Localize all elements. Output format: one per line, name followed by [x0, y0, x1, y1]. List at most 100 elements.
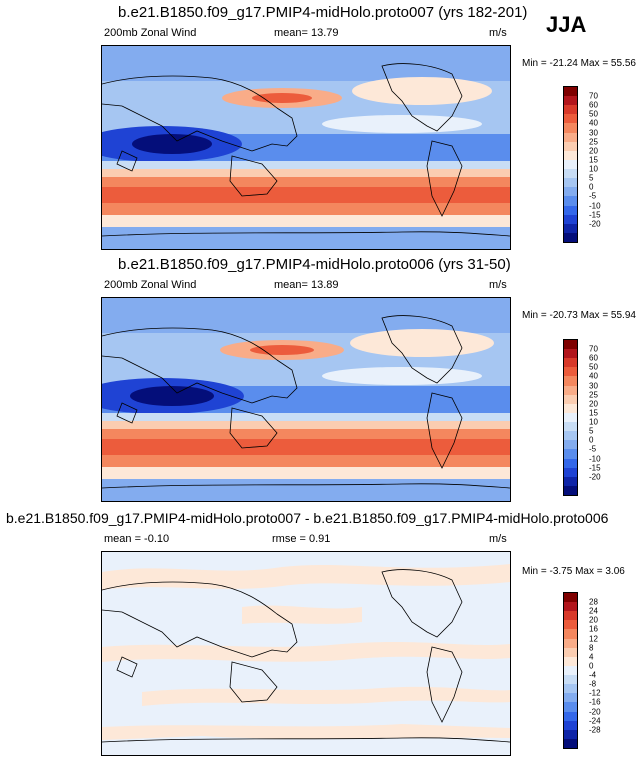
colorbar-cell	[564, 611, 577, 621]
panel-1-map	[101, 45, 511, 250]
colorbar-tick-label: 0	[589, 435, 594, 445]
colorbar-cell	[564, 711, 577, 722]
colorbar-cell	[564, 232, 577, 243]
colorbar-cell	[564, 647, 577, 658]
colorbar-cell	[564, 178, 577, 188]
colorbar-tick-label: -5	[589, 444, 597, 454]
colorbar-cell	[564, 665, 577, 676]
colorbar-tick-label: -10	[589, 201, 601, 211]
colorbar-cell	[564, 729, 577, 740]
colorbar-tick-label: 70	[589, 344, 598, 354]
colorbar-cell	[564, 485, 577, 496]
colorbar-cell	[564, 367, 577, 377]
panel-2-units-label: m/s	[489, 279, 507, 291]
colorbar-cell	[564, 629, 577, 640]
panel-1-units-label: m/s	[489, 27, 507, 39]
colorbar-cell	[564, 440, 577, 450]
colorbar-tick-label: 12	[589, 634, 598, 644]
colorbar-tick-label: 0	[589, 182, 594, 192]
colorbar-cell	[564, 620, 577, 630]
colorbar-tick-label: -12	[589, 688, 601, 698]
colorbar-cell	[564, 114, 577, 124]
colorbar-cell	[564, 720, 577, 731]
colorbar-cell	[564, 738, 577, 749]
panel-2-map-svg	[102, 298, 510, 501]
colorbar-tick-label: 15	[589, 155, 598, 165]
colorbar-cell	[564, 205, 577, 216]
colorbar-cell	[564, 196, 577, 207]
colorbar-cell	[564, 467, 577, 478]
colorbar-cell	[564, 675, 577, 685]
colorbar-cell	[564, 403, 577, 414]
colorbar-cell	[564, 150, 577, 161]
colorbar-cell	[564, 376, 577, 387]
season-label: JJA	[546, 12, 587, 37]
colorbar-tick-label: 30	[589, 128, 598, 138]
colorbar-cell	[564, 684, 577, 694]
colorbar-tick-label: 40	[589, 371, 598, 381]
colorbar-tick-label: -28	[589, 725, 601, 735]
colorbar-tick-label: 10	[589, 164, 598, 174]
colorbar-cell	[564, 223, 577, 234]
colorbar-tick-label: 20	[589, 146, 598, 156]
colorbar-cell	[564, 656, 577, 667]
colorbar-tick-label: -20	[589, 219, 601, 229]
colorbar-cell	[564, 87, 577, 97]
colorbar-tick-label: -4	[589, 670, 597, 680]
colorbar-tick-label: -15	[589, 210, 601, 220]
colorbar-tick-label: 0	[589, 661, 594, 671]
colorbar-tick-label: 50	[589, 362, 598, 372]
colorbar-tick-label: 4	[589, 652, 594, 662]
colorbar-cell	[564, 96, 577, 106]
colorbar-cell	[564, 141, 577, 152]
colorbar-cell	[564, 412, 577, 423]
colorbar-tick-label: 5	[589, 426, 594, 436]
colorbar-tick-label: -8	[589, 679, 597, 689]
colorbar-tick-label: 24	[589, 606, 598, 616]
colorbar-cell	[564, 340, 577, 350]
colorbar-cell	[564, 702, 577, 713]
colorbar-tick-label: -20	[589, 472, 601, 482]
colorbar-cell	[564, 593, 577, 603]
panel-2-map	[101, 297, 511, 502]
panel-2-colorbar	[563, 339, 578, 496]
colorbar-cell	[564, 431, 577, 441]
colorbar-tick-label: 10	[589, 417, 598, 427]
colorbar-cell	[564, 358, 577, 368]
panel-3-map	[101, 551, 511, 756]
colorbar-tick-label: -24	[589, 716, 601, 726]
colorbar-tick-label: 60	[589, 100, 598, 110]
colorbar-cell	[564, 132, 577, 143]
colorbar-tick-label: 8	[589, 643, 594, 653]
colorbar-tick-label: 20	[589, 615, 598, 625]
colorbar-cell	[564, 638, 577, 649]
colorbar-cell	[564, 422, 577, 432]
colorbar-tick-label: 25	[589, 137, 598, 147]
panel-3-units-label: m/s	[489, 533, 507, 545]
panel-1-title: b.e21.B1850.f09_g17.PMIP4-midHolo.proto0…	[118, 4, 528, 21]
colorbar-cell	[564, 159, 577, 170]
panel-3-range-label: Min = -3.75 Max = 3.06	[522, 566, 625, 577]
panel-1-map-svg	[102, 46, 510, 249]
colorbar-cell	[564, 349, 577, 359]
colorbar-cell	[564, 187, 577, 197]
colorbar-tick-label: -5	[589, 191, 597, 201]
colorbar-tick-label: -16	[589, 697, 601, 707]
colorbar-tick-label: -15	[589, 463, 601, 473]
colorbar-cell	[564, 602, 577, 612]
panel-3-rmse-label: rmse = 0.91	[272, 533, 331, 545]
colorbar-tick-label: 16	[589, 624, 598, 634]
panel-1-mean-label: mean= 13.79	[274, 27, 339, 39]
panel-3-map-svg	[102, 552, 510, 755]
colorbar-tick-label: -10	[589, 454, 601, 464]
colorbar-tick-label: 60	[589, 353, 598, 363]
colorbar-cell	[564, 169, 577, 179]
panel-1-range-label: Min = -21.24 Max = 55.56	[522, 58, 636, 69]
colorbar-cell	[564, 458, 577, 469]
colorbar-tick-label: 20	[589, 399, 598, 409]
panel-2-mean-label: mean= 13.89	[274, 279, 339, 291]
panel-3-colorbar	[563, 592, 578, 749]
colorbar-tick-label: 25	[589, 390, 598, 400]
colorbar-cell	[564, 123, 577, 134]
panel-3-title: b.e21.B1850.f09_g17.PMIP4-midHolo.proto0…	[6, 510, 609, 526]
